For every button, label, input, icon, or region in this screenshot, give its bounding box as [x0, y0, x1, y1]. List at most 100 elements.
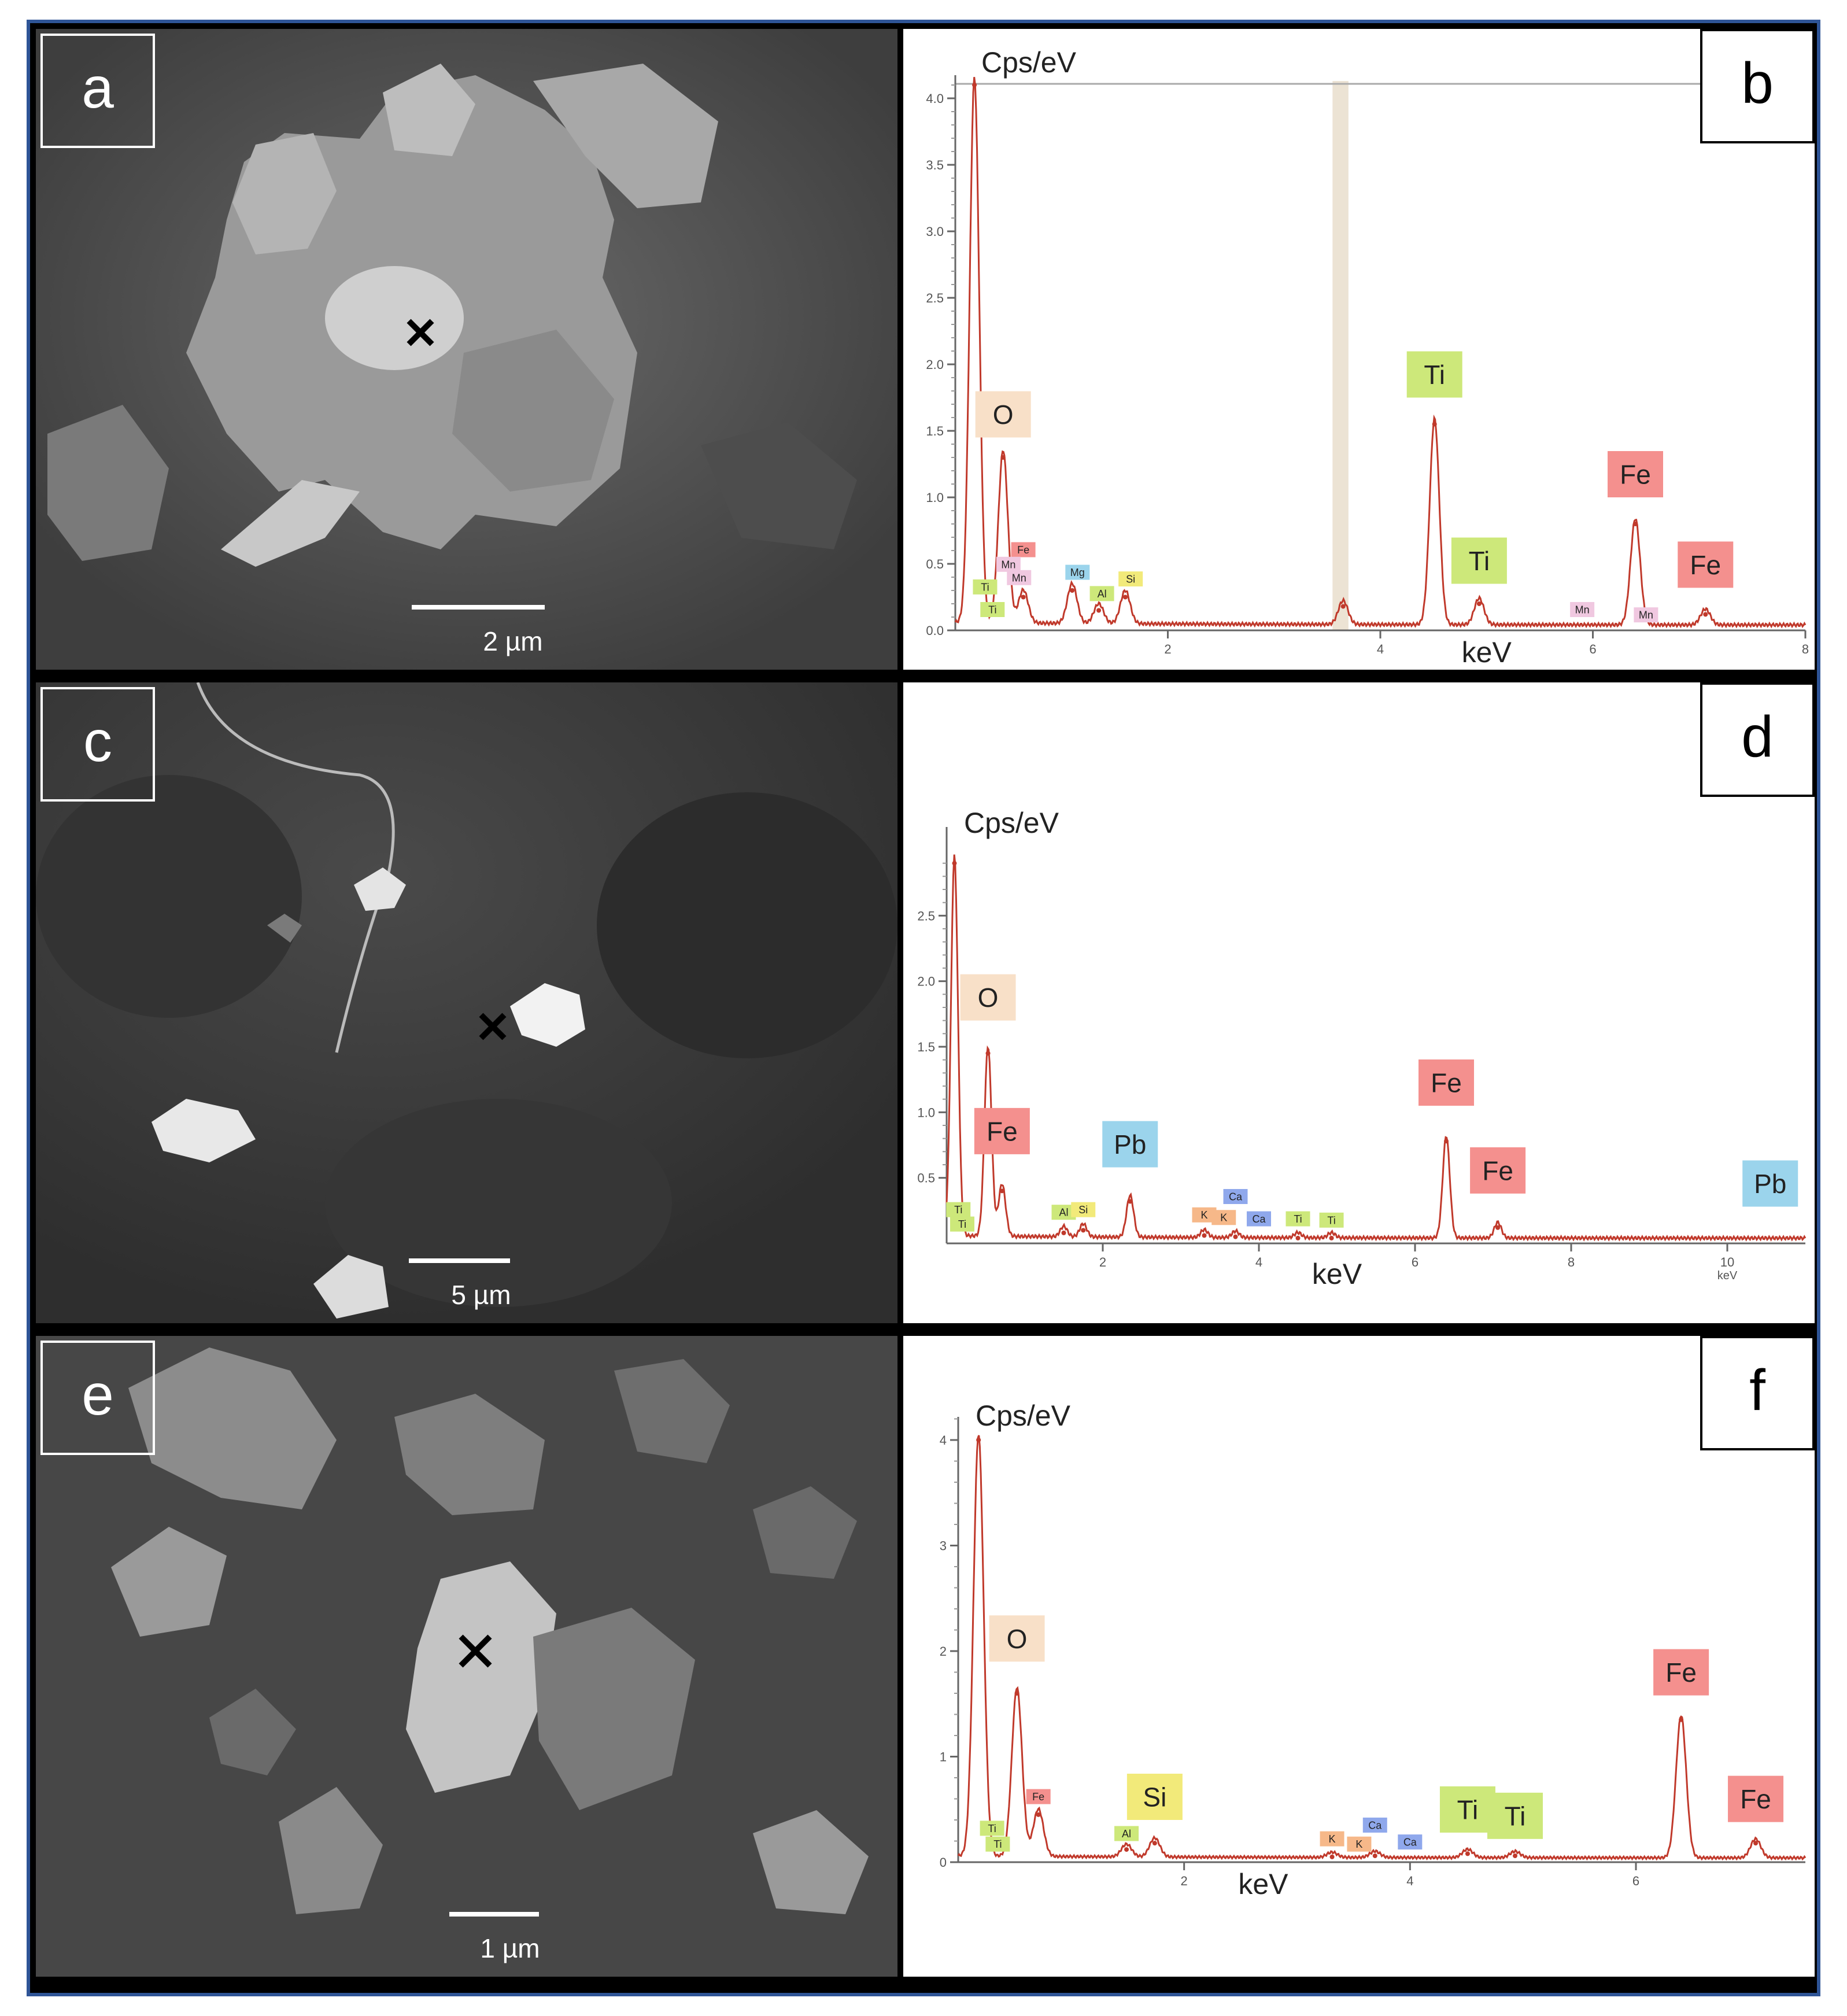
element-label-box	[975, 391, 1031, 438]
element-label-box	[1320, 1831, 1344, 1847]
element-label-box	[1102, 1121, 1158, 1168]
element-label-text: Si	[1078, 1204, 1088, 1216]
element-label-text: Fe	[1032, 1791, 1044, 1803]
peak-point	[1014, 1691, 1019, 1696]
element-label-text: Si	[1126, 574, 1135, 585]
element-label-text: Al	[1122, 1828, 1131, 1840]
element-label-text: Pb	[1114, 1129, 1146, 1160]
element-label-text: Mg	[1070, 567, 1085, 578]
element-label-box	[1439, 1786, 1495, 1833]
panel-label-f: f	[1700, 1336, 1815, 1450]
element-label-text: Ti	[988, 604, 996, 615]
sem-panel-e: 1 µm e	[36, 1336, 897, 1977]
eds-panel-f: 0 1 2 3 4 2 4 6 O Si Ti Ti Fe Fe Fe Ti Ti Al K K Ca Ca Cps/eV k…	[903, 1336, 1815, 1977]
peak-point	[1202, 1233, 1207, 1238]
y-tick-label: 0.5	[917, 1171, 935, 1186]
spectrum-line	[957, 1435, 1807, 1861]
marker-band	[1332, 81, 1349, 630]
element-label-box	[989, 1615, 1045, 1662]
y-tick-label: 1	[940, 1750, 947, 1764]
y-tick-label: 0.0	[926, 623, 944, 638]
element-label-text: Ti	[1469, 546, 1490, 576]
x-tick-label: 2	[1099, 1255, 1106, 1269]
element-label-text: Ti	[958, 1219, 966, 1230]
element-label: Ti	[1319, 1212, 1344, 1228]
element-label-text: O	[1007, 1624, 1028, 1654]
eds-panel-d: 0.5 1.0 1.5 2.0 2.5 2 4 6 8 10 keV O Fe Pb Fe Fe Pb Ti Ti A…	[903, 682, 1815, 1323]
element-label-text: Fe	[987, 1116, 1018, 1146]
peak-point	[999, 1188, 1004, 1194]
element-label-text: Mn	[1012, 572, 1026, 584]
element-label-box	[1071, 1202, 1096, 1217]
y-tick-label: 3.0	[926, 224, 944, 239]
eds-spectrum-b: 0.0 0.5 1.0 1.5 2.0 2.5 3.0 3.5 4.0 2 4 6 8 O Ti Ti Fe Fe…	[926, 46, 1809, 669]
peak-point	[1081, 1228, 1086, 1233]
element-label: K	[1320, 1831, 1344, 1847]
target-cross-a	[407, 319, 434, 346]
element-label-text: O	[978, 983, 999, 1013]
peak-point	[1703, 612, 1708, 617]
peak-point	[1124, 1847, 1129, 1852]
element-label: Ti	[980, 1821, 1004, 1836]
element-label-box	[1487, 1792, 1543, 1839]
element-label-text: Ti	[993, 1838, 1002, 1850]
y-tick-label: 2.5	[926, 291, 944, 305]
element-label-text: Fe	[1017, 544, 1029, 556]
element-label-text: Ti	[988, 1823, 996, 1834]
element-label-box	[1470, 1147, 1526, 1194]
y-tick-label: 2	[940, 1644, 947, 1659]
element-label: Mn	[1007, 570, 1032, 585]
element-label-text: Fe	[1740, 1784, 1771, 1814]
spectrum-line	[945, 854, 1807, 1242]
element-label-text: Fe	[1620, 460, 1651, 490]
peak-point	[1021, 595, 1026, 600]
element-label-text: Fe	[1690, 550, 1721, 580]
peak-point	[1512, 1853, 1517, 1859]
element-label-box	[1211, 1210, 1236, 1225]
element-label: Mn	[996, 556, 1021, 572]
element-label: Si	[1071, 1202, 1096, 1217]
y-tick-label: 1.5	[926, 424, 944, 438]
element-label: O	[975, 391, 1031, 438]
element-label-box	[996, 556, 1021, 572]
element-label: Ti	[950, 1216, 974, 1232]
y-axis-label: Cps/eV	[976, 1400, 1071, 1432]
peak-point	[1633, 522, 1638, 526]
element-label: Fe	[1011, 542, 1036, 557]
element-label-text: K	[1355, 1838, 1362, 1850]
scale-bar-label-c: 5 µm	[451, 1280, 511, 1310]
peak-point	[1679, 1717, 1684, 1722]
element-label-box	[1347, 1836, 1372, 1852]
peak-point	[1372, 1853, 1377, 1859]
element-label: Ca	[1398, 1834, 1423, 1850]
element-label-box	[1118, 571, 1143, 587]
scale-bar-label-e: 1 µm	[480, 1933, 540, 1963]
element-label: Ti	[1406, 351, 1462, 398]
element-label: Ti	[1285, 1211, 1310, 1227]
element-label-text: Ca	[1229, 1191, 1243, 1202]
peak-point	[1152, 1841, 1157, 1846]
y-tick-label: 0.5	[926, 557, 944, 571]
peak-point	[1476, 601, 1482, 606]
element-label: Mg	[1065, 564, 1090, 580]
eds-spectrum-f: 0 1 2 3 4 2 4 6 O Si Ti Ti Fe Fe Fe Ti Ti Al K K Ca Ca Cps/eV k…	[940, 1400, 1807, 1900]
element-label-box	[1011, 542, 1036, 557]
element-label-text: Pb	[1754, 1169, 1786, 1199]
element-label-text: Mn	[1001, 559, 1015, 570]
element-label: O	[989, 1615, 1045, 1662]
x-tick-label: 8	[1802, 642, 1809, 656]
element-label-text: Ti	[1424, 360, 1445, 390]
x-axis-label: keV	[1312, 1258, 1362, 1290]
y-tick-label: 3	[940, 1539, 947, 1553]
peak-point	[1233, 1234, 1238, 1239]
peak-point	[1753, 1841, 1759, 1846]
x-tick-label: 4	[1406, 1874, 1413, 1888]
element-label-text: K	[1200, 1209, 1207, 1221]
element-label: O	[960, 974, 1016, 1021]
element-label-box	[1223, 1189, 1248, 1204]
panel-label-d: d	[1700, 682, 1815, 797]
element-label-text: Ti	[1505, 1801, 1526, 1831]
element-label-box	[1653, 1649, 1709, 1696]
peak-point	[952, 861, 957, 866]
y-axis-label: Cps/eV	[964, 807, 1059, 839]
